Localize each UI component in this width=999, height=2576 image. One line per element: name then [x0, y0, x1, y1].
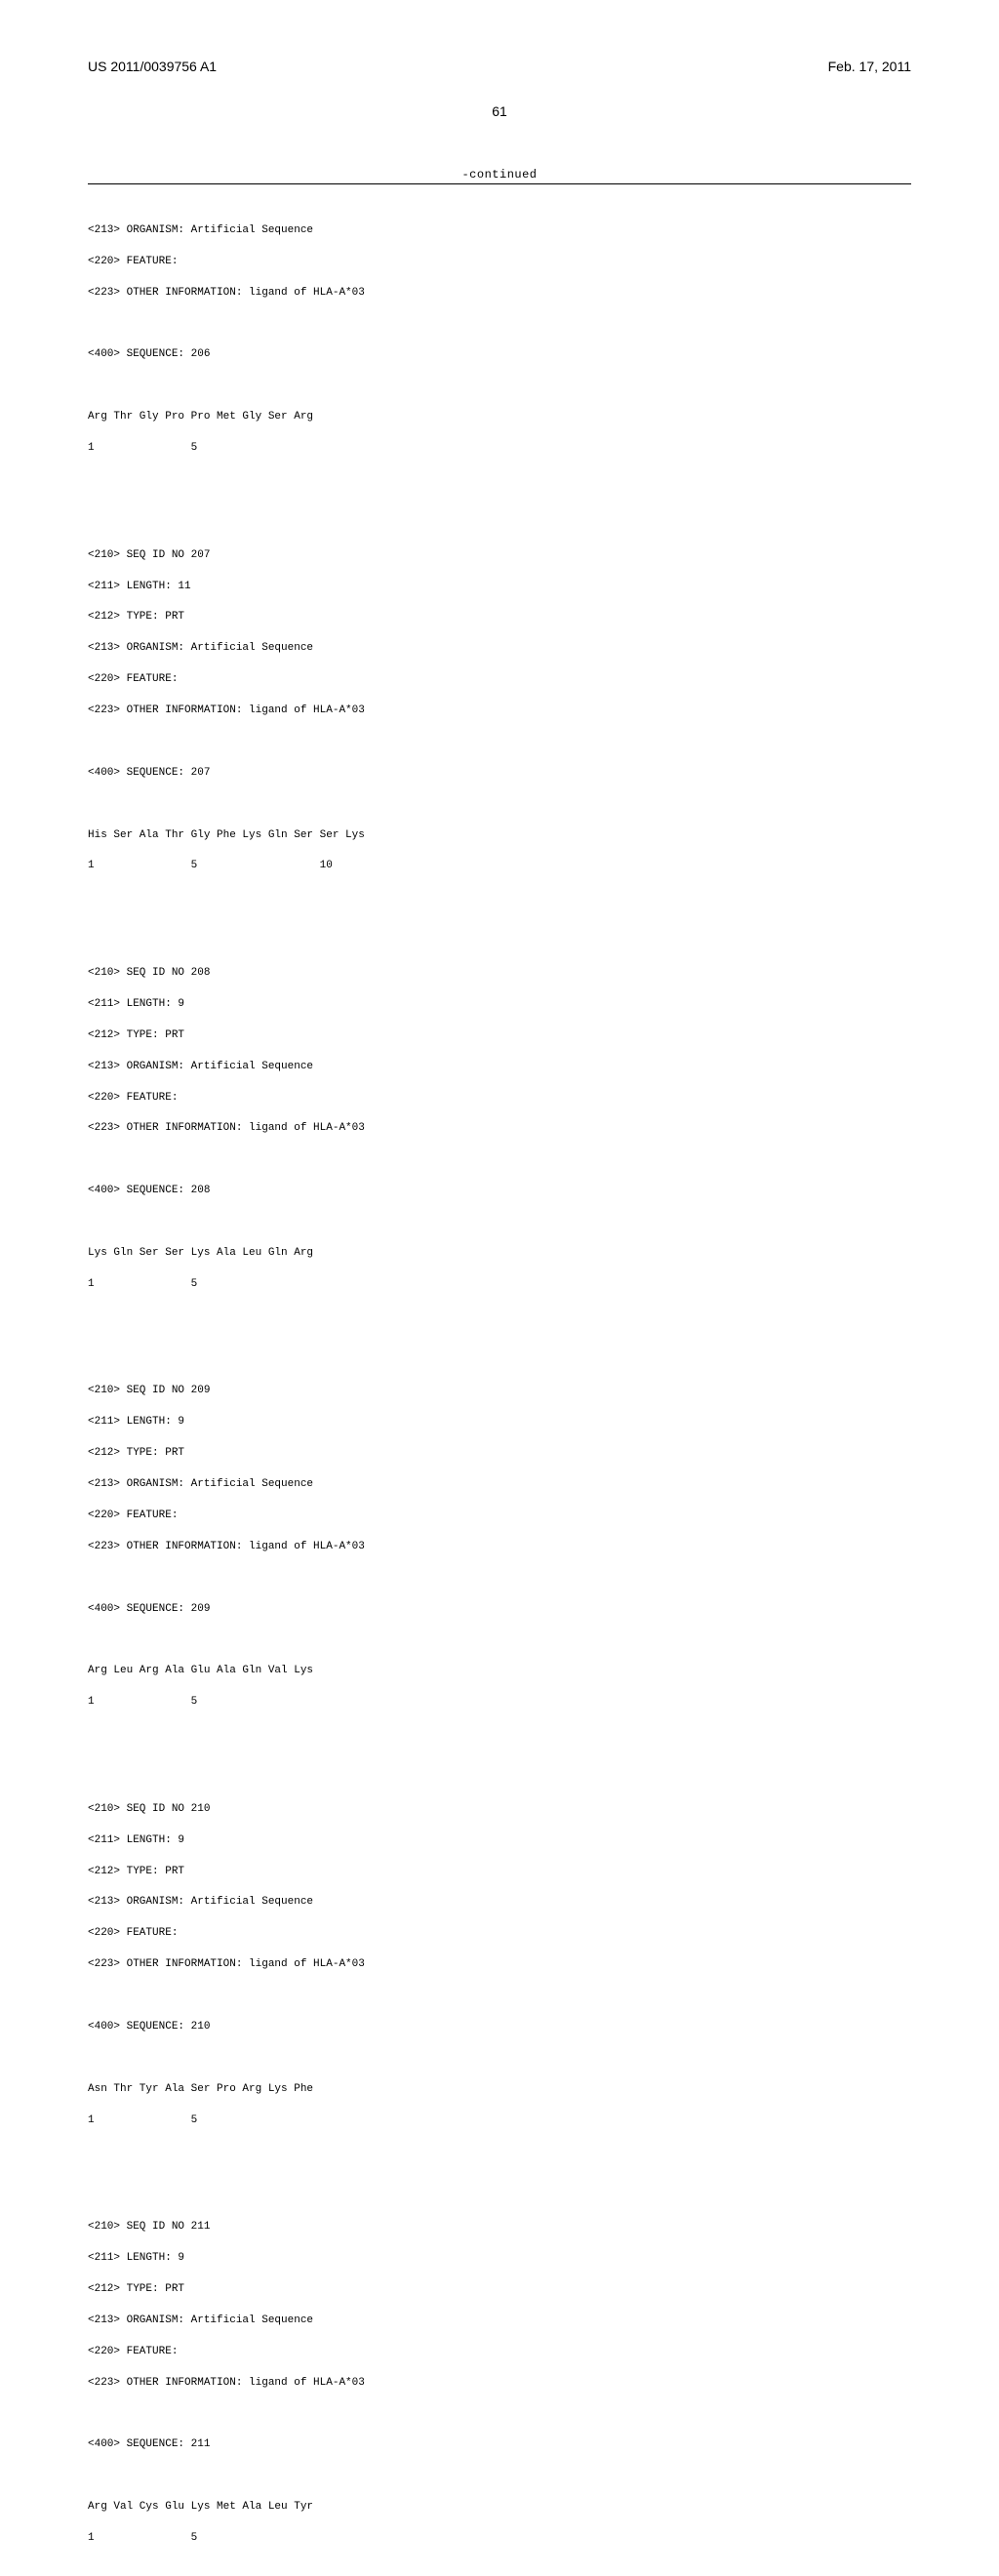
position-line: 1 5: [88, 2113, 911, 2129]
meta-line: <211> LENGTH: 9: [88, 997, 911, 1013]
sequence-block: <210> SEQ ID NO 208 <211> LENGTH: 9 <212…: [88, 950, 911, 1308]
sequence-header: <400> SEQUENCE: 207: [88, 766, 911, 782]
sequence-header: <400> SEQUENCE: 209: [88, 1602, 911, 1618]
residue-line: Arg Val Cys Glu Lys Met Ala Leu Tyr: [88, 2500, 911, 2516]
meta-line: <220> FEATURE:: [88, 1926, 911, 1942]
position-line: 1 5: [88, 441, 911, 457]
residue-line: Arg Thr Gly Pro Pro Met Gly Ser Arg: [88, 410, 911, 425]
residue-line: Lys Gln Ser Ser Lys Ala Leu Gln Arg: [88, 1246, 911, 1262]
publication-number: US 2011/0039756 A1: [88, 59, 217, 74]
meta-line: <223> OTHER INFORMATION: ligand of HLA-A…: [88, 1540, 911, 1555]
meta-line: <210> SEQ ID NO 207: [88, 548, 911, 564]
meta-line: <213> ORGANISM: Artificial Sequence: [88, 1895, 911, 1911]
meta-line: <223> OTHER INFORMATION: ligand of HLA-A…: [88, 1957, 911, 1973]
meta-line: <210> SEQ ID NO 210: [88, 1802, 911, 1818]
position-line: 1 5: [88, 1277, 911, 1293]
meta-line: <210> SEQ ID NO 209: [88, 1384, 911, 1399]
meta-line: <210> SEQ ID NO 211: [88, 2220, 911, 2235]
meta-line: <220> FEATURE:: [88, 672, 911, 688]
sequence-header: <400> SEQUENCE: 208: [88, 1184, 911, 1199]
meta-line: <212> TYPE: PRT: [88, 1446, 911, 1462]
meta-line: <223> OTHER INFORMATION: ligand of HLA-A…: [88, 286, 911, 302]
meta-line: <220> FEATURE:: [88, 2345, 911, 2360]
meta-line: <223> OTHER INFORMATION: ligand of HLA-A…: [88, 704, 911, 719]
sequence-block: <210> SEQ ID NO 207 <211> LENGTH: 11 <21…: [88, 533, 911, 891]
position-line: 1 5: [88, 1695, 911, 1711]
residue-line: Asn Thr Tyr Ala Ser Pro Arg Lys Phe: [88, 2082, 911, 2098]
sequence-block: <210> SEQ ID NO 211 <211> LENGTH: 9 <212…: [88, 2204, 911, 2562]
meta-line: <223> OTHER INFORMATION: ligand of HLA-A…: [88, 2376, 911, 2392]
meta-line: <213> ORGANISM: Artificial Sequence: [88, 223, 911, 239]
meta-line: <220> FEATURE:: [88, 1091, 911, 1107]
page-header: US 2011/0039756 A1 Feb. 17, 2011: [88, 59, 911, 74]
sequence-block: <210> SEQ ID NO 209 <211> LENGTH: 9 <212…: [88, 1368, 911, 1726]
sequence-header: <400> SEQUENCE: 206: [88, 347, 911, 363]
continued-label: -continued: [88, 168, 911, 181]
meta-line: <212> TYPE: PRT: [88, 2282, 911, 2298]
sequence-block: <210> SEQ ID NO 210 <211> LENGTH: 9 <212…: [88, 1787, 911, 2145]
page-number: 61: [88, 103, 911, 119]
meta-line: <211> LENGTH: 9: [88, 1415, 911, 1430]
position-line: 1 5 10: [88, 859, 911, 874]
position-line: 1 5: [88, 2531, 911, 2547]
meta-line: <212> TYPE: PRT: [88, 1028, 911, 1044]
meta-line: <213> ORGANISM: Artificial Sequence: [88, 1477, 911, 1493]
meta-line: <211> LENGTH: 9: [88, 1833, 911, 1849]
meta-line: <210> SEQ ID NO 208: [88, 966, 911, 982]
publication-date: Feb. 17, 2011: [828, 59, 911, 74]
sequence-listing: <213> ORGANISM: Artificial Sequence <220…: [88, 192, 911, 2576]
sequence-header: <400> SEQUENCE: 210: [88, 2020, 911, 2035]
meta-line: <213> ORGANISM: Artificial Sequence: [88, 1060, 911, 1075]
meta-line: <212> TYPE: PRT: [88, 610, 911, 625]
section-divider: [88, 183, 911, 184]
meta-line: <220> FEATURE:: [88, 1509, 911, 1524]
meta-line: <213> ORGANISM: Artificial Sequence: [88, 641, 911, 657]
meta-line: <220> FEATURE:: [88, 255, 911, 270]
residue-line: Arg Leu Arg Ala Glu Ala Gln Val Lys: [88, 1664, 911, 1679]
meta-line: <211> LENGTH: 9: [88, 2251, 911, 2267]
meta-line: <211> LENGTH: 11: [88, 580, 911, 595]
sequence-header: <400> SEQUENCE: 211: [88, 2437, 911, 2453]
meta-line: <212> TYPE: PRT: [88, 1865, 911, 1880]
residue-line: His Ser Ala Thr Gly Phe Lys Gln Ser Ser …: [88, 828, 911, 844]
meta-line: <213> ORGANISM: Artificial Sequence: [88, 2314, 911, 2329]
meta-line: <223> OTHER INFORMATION: ligand of HLA-A…: [88, 1121, 911, 1137]
sequence-block: <213> ORGANISM: Artificial Sequence <220…: [88, 208, 911, 472]
